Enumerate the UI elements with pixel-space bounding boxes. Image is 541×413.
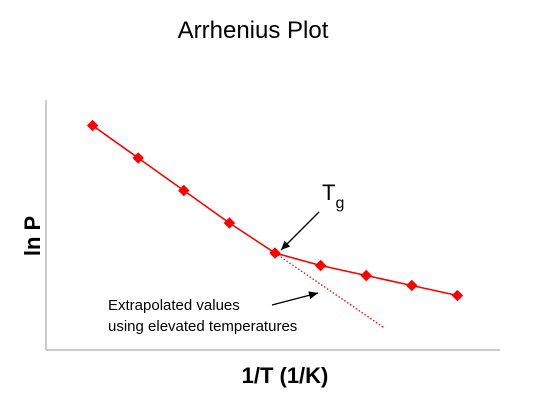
tg-annotation-main: T xyxy=(322,180,335,205)
series-0-point xyxy=(314,259,327,272)
extrapolated-annotation-line1: Extrapolated values xyxy=(108,297,240,314)
series-0-point xyxy=(178,184,190,197)
series-0-point xyxy=(451,289,464,302)
extrapolated-arrow-head xyxy=(308,291,318,300)
series-layer xyxy=(86,119,464,329)
tg-arrow-head xyxy=(281,240,291,250)
axes xyxy=(45,100,500,351)
tg-annotation-subscript: g xyxy=(335,195,344,212)
x-axis-label: 1/T (1/K) xyxy=(242,363,329,388)
series-0-line xyxy=(92,124,458,297)
tg-annotation: Tg xyxy=(322,180,344,212)
chart-title: Arrhenius Plot xyxy=(178,17,329,44)
y-axis-label: ln P xyxy=(20,216,45,256)
series-0-point xyxy=(132,152,144,164)
annotation-arrows xyxy=(271,211,320,306)
series-0-point xyxy=(223,217,236,229)
series-0-point xyxy=(360,269,372,282)
series-0-point xyxy=(86,119,99,132)
series-0-point xyxy=(406,279,418,292)
extrapolated-annotation-line2: using elevated temperatures xyxy=(108,318,297,335)
series-1-line xyxy=(274,252,385,329)
